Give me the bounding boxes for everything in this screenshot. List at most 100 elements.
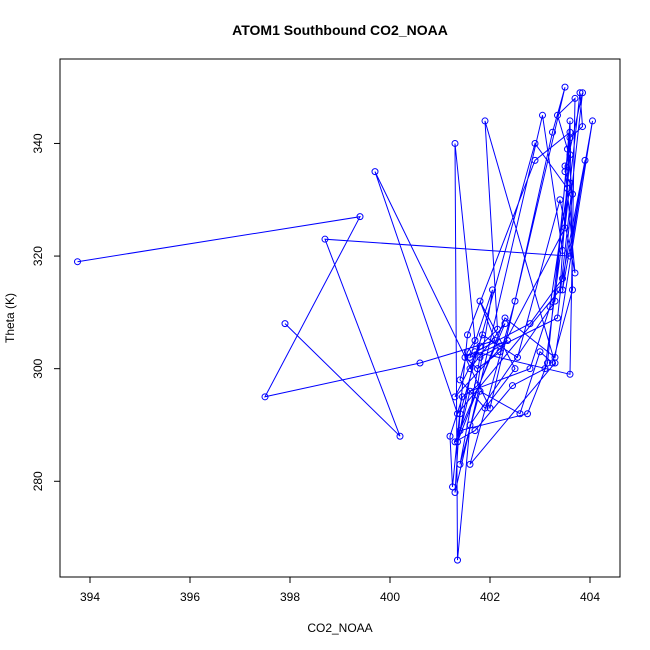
data-point: [396, 432, 404, 440]
y-tick-label: 280: [31, 471, 45, 491]
data-point: [466, 421, 474, 429]
x-axis-label: CO2_NOAA: [307, 621, 372, 635]
data-point: [589, 117, 596, 125]
data-point: [569, 190, 576, 198]
data-point: [479, 331, 486, 339]
data-point: [531, 139, 539, 147]
data-point: [481, 404, 489, 412]
data-point: [481, 117, 489, 125]
data-point: [571, 94, 579, 102]
data-point: [551, 359, 559, 367]
data-point: [564, 185, 571, 192]
series-line: [77, 87, 593, 561]
data-point: [489, 286, 496, 294]
data-point: [464, 348, 471, 356]
x-tick-label: 398: [280, 590, 300, 604]
data-point: [566, 117, 574, 125]
data-point: [454, 410, 461, 418]
data-point: [474, 382, 481, 390]
data-point: [74, 258, 81, 266]
data-point: [554, 111, 561, 119]
x-tick-label: 402: [480, 590, 500, 604]
data-point: [456, 460, 464, 468]
data-point: [356, 213, 364, 221]
data-point: [541, 365, 549, 373]
data-point: [544, 359, 551, 367]
data-point: [576, 89, 584, 97]
data-point: [564, 145, 571, 153]
data-point: [456, 376, 464, 384]
data-point: [449, 483, 456, 491]
data-point: [321, 235, 329, 243]
data-point: [559, 246, 566, 254]
series-layer: [74, 83, 596, 564]
data-point: [476, 297, 484, 305]
data-point: [261, 393, 269, 401]
data-point: [531, 156, 539, 164]
y-tick-label: 340: [31, 133, 45, 153]
data-point: [371, 168, 379, 176]
data-point: [471, 337, 479, 345]
data-point: [454, 438, 461, 446]
x-tick-label: 404: [580, 590, 600, 604]
data-point: [559, 286, 566, 294]
data-point: [566, 179, 574, 187]
data-point: [511, 297, 519, 305]
data-point: [464, 331, 471, 339]
data-point: [504, 337, 511, 345]
y-axis-label: Theta (K): [3, 293, 17, 343]
data-point: [551, 297, 559, 305]
data-point: [569, 286, 576, 294]
x-axis: 394 396 398 400 402 404: [80, 577, 600, 604]
data-point: [526, 320, 534, 328]
data-point: [554, 314, 561, 322]
data-point: [456, 410, 464, 418]
data-point: [561, 83, 569, 91]
data-point: [451, 489, 459, 497]
data-point: [476, 342, 484, 350]
data-point: [466, 353, 474, 361]
data-point: [454, 556, 461, 564]
data-point: [496, 348, 504, 356]
data-point: [579, 89, 586, 97]
data-point: [491, 337, 499, 345]
y-tick-label: 320: [31, 246, 45, 266]
data-point: [486, 404, 494, 412]
data-point: [571, 269, 579, 277]
data-point: [451, 139, 459, 147]
data-point: [471, 427, 479, 435]
data-point: [451, 438, 459, 446]
chart-title: ATOM1 Southbound CO2_NOAA: [232, 22, 448, 38]
data-point: [466, 460, 474, 468]
data-point: [451, 393, 459, 401]
x-tick-label: 400: [380, 590, 400, 604]
data-point: [556, 286, 564, 294]
data-point: [579, 123, 586, 131]
data-point: [474, 365, 481, 373]
y-tick-label: 300: [31, 358, 45, 378]
data-point: [556, 196, 564, 204]
data-point: [536, 348, 544, 356]
data-point: [549, 359, 556, 367]
data-point: [566, 151, 574, 159]
data-point: [549, 128, 556, 136]
data-point: [476, 353, 484, 361]
data-point: [511, 365, 519, 373]
data-point: [561, 162, 569, 170]
y-axis: 280 300 320 340: [31, 133, 60, 491]
data-point: [526, 365, 534, 373]
data-point: [539, 111, 546, 119]
x-tick-label: 394: [80, 590, 100, 604]
data-point: [559, 275, 566, 283]
data-point: [509, 382, 516, 390]
data-point: [566, 252, 574, 260]
data-point: [581, 156, 589, 164]
data-point: [546, 303, 554, 311]
data-point: [466, 387, 474, 395]
data-point: [281, 320, 289, 328]
x-tick-label: 396: [180, 590, 200, 604]
data-point: [566, 370, 574, 378]
data-point: [416, 359, 424, 367]
data-point: [456, 427, 464, 435]
data-point: [516, 410, 524, 418]
